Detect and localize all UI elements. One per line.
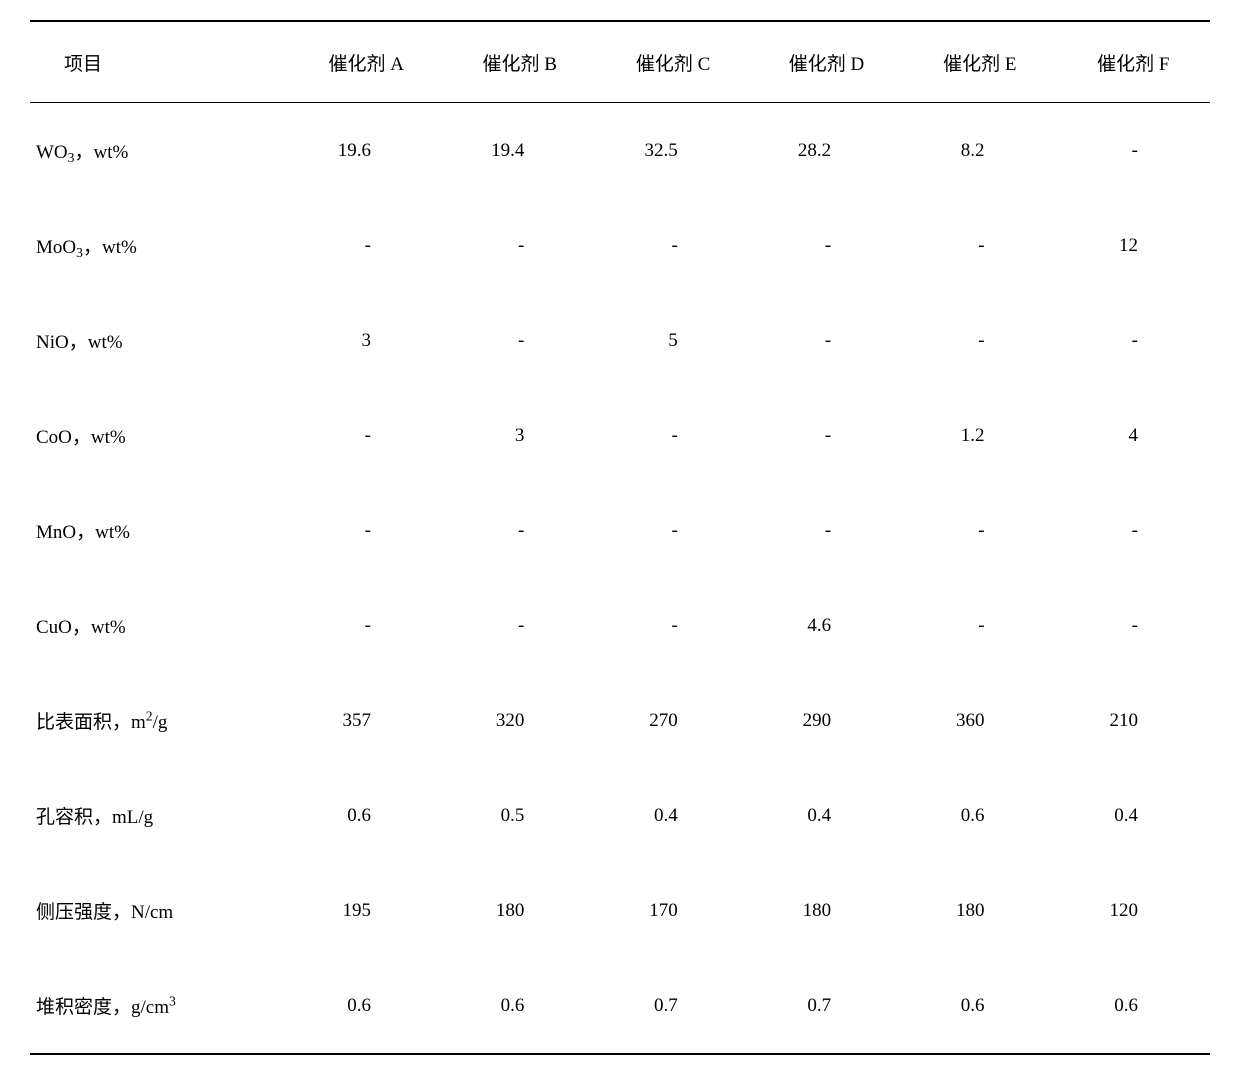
cell-value: 180	[443, 863, 596, 958]
table-body: WO3，wt%19.619.432.528.28.2-MoO3，wt%-----…	[30, 103, 1210, 1055]
cell-value: -	[1057, 483, 1210, 578]
cell-value: -	[290, 388, 443, 483]
cell-value: -	[290, 483, 443, 578]
cell-value: 170	[596, 863, 749, 958]
table-header-row: 项目 催化剂 A 催化剂 B 催化剂 C 催化剂 D 催化剂 E 催化剂 F	[30, 21, 1210, 103]
cell-value: 0.6	[903, 768, 1056, 863]
cell-value: 4.6	[750, 578, 903, 673]
row-label: 堆积密度，g/cm3	[30, 958, 290, 1054]
row-label: MoO3，wt%	[30, 198, 290, 293]
cell-value: -	[443, 578, 596, 673]
cell-value: 19.4	[443, 103, 596, 199]
row-label: NiO，wt%	[30, 293, 290, 388]
cell-value: -	[443, 293, 596, 388]
cell-value: -	[1057, 293, 1210, 388]
cell-value: 270	[596, 673, 749, 768]
cell-value: 3	[443, 388, 596, 483]
cell-value: 357	[290, 673, 443, 768]
cell-value: 12	[1057, 198, 1210, 293]
col-header-cat-e: 催化剂 E	[903, 21, 1056, 103]
cell-value: 0.6	[903, 958, 1056, 1054]
cell-value: -	[903, 578, 1056, 673]
row-label: WO3，wt%	[30, 103, 290, 199]
cell-value: -	[290, 198, 443, 293]
cell-value: 0.4	[596, 768, 749, 863]
row-label: 侧压强度，N/cm	[30, 863, 290, 958]
cell-value: -	[1057, 103, 1210, 199]
table-row: CuO，wt%---4.6--	[30, 578, 1210, 673]
table-row: 比表面积，m2/g357320270290360210	[30, 673, 1210, 768]
row-label: MnO，wt%	[30, 483, 290, 578]
cell-value: 290	[750, 673, 903, 768]
catalyst-properties-table: 项目 催化剂 A 催化剂 B 催化剂 C 催化剂 D 催化剂 E 催化剂 F W…	[30, 20, 1210, 1055]
cell-value: 180	[750, 863, 903, 958]
cell-value: 0.7	[596, 958, 749, 1054]
cell-value: 360	[903, 673, 1056, 768]
cell-value: 19.6	[290, 103, 443, 199]
table-row: 堆积密度，g/cm30.60.60.70.70.60.6	[30, 958, 1210, 1054]
table-row: WO3，wt%19.619.432.528.28.2-	[30, 103, 1210, 199]
cell-value: -	[596, 198, 749, 293]
table-row: MnO，wt%------	[30, 483, 1210, 578]
col-header-cat-b: 催化剂 B	[443, 21, 596, 103]
cell-value: 1.2	[903, 388, 1056, 483]
row-label: 比表面积，m2/g	[30, 673, 290, 768]
cell-value: -	[903, 483, 1056, 578]
cell-value: 8.2	[903, 103, 1056, 199]
cell-value: 3	[290, 293, 443, 388]
cell-value: -	[750, 293, 903, 388]
cell-value: 0.5	[443, 768, 596, 863]
row-label: CoO，wt%	[30, 388, 290, 483]
cell-value: 180	[903, 863, 1056, 958]
row-label: 孔容积，mL/g	[30, 768, 290, 863]
cell-value: -	[596, 578, 749, 673]
cell-value: -	[750, 388, 903, 483]
cell-value: -	[290, 578, 443, 673]
row-label: CuO，wt%	[30, 578, 290, 673]
table-row: 侧压强度，N/cm195180170180180120	[30, 863, 1210, 958]
cell-value: 5	[596, 293, 749, 388]
table-row: 孔容积，mL/g0.60.50.40.40.60.4	[30, 768, 1210, 863]
cell-value: -	[596, 483, 749, 578]
cell-value: -	[750, 198, 903, 293]
cell-value: -	[750, 483, 903, 578]
cell-value: -	[903, 293, 1056, 388]
table-row: CoO，wt%-3--1.24	[30, 388, 1210, 483]
cell-value: 0.7	[750, 958, 903, 1054]
cell-value: -	[903, 198, 1056, 293]
cell-value: -	[443, 483, 596, 578]
cell-value: 320	[443, 673, 596, 768]
cell-value: -	[1057, 578, 1210, 673]
table-row: MoO3，wt%-----12	[30, 198, 1210, 293]
table-row: NiO，wt%3-5---	[30, 293, 1210, 388]
cell-value: 0.6	[290, 768, 443, 863]
cell-value: 4	[1057, 388, 1210, 483]
cell-value: 28.2	[750, 103, 903, 199]
cell-value: 210	[1057, 673, 1210, 768]
col-header-cat-f: 催化剂 F	[1057, 21, 1210, 103]
cell-value: -	[443, 198, 596, 293]
cell-value: 0.6	[1057, 958, 1210, 1054]
cell-value: 0.6	[290, 958, 443, 1054]
cell-value: 0.6	[443, 958, 596, 1054]
cell-value: 0.4	[1057, 768, 1210, 863]
cell-value: 0.4	[750, 768, 903, 863]
col-header-cat-d: 催化剂 D	[750, 21, 903, 103]
col-header-cat-c: 催化剂 C	[596, 21, 749, 103]
col-header-cat-a: 催化剂 A	[290, 21, 443, 103]
cell-value: -	[596, 388, 749, 483]
cell-value: 195	[290, 863, 443, 958]
col-header-item: 项目	[30, 21, 290, 103]
cell-value: 120	[1057, 863, 1210, 958]
cell-value: 32.5	[596, 103, 749, 199]
